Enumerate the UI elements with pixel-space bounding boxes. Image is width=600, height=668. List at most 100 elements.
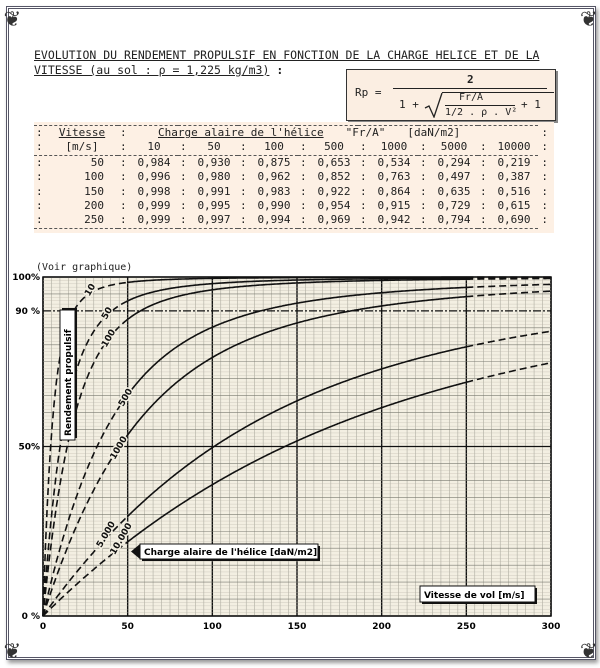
formula-inner-num: Fr/A	[459, 92, 484, 103]
header-charge: 10000	[478, 140, 548, 156]
row-velocity: 100	[34, 170, 118, 185]
efficiency-table-grid: Vitesse Charge alaire de l'hélice "Fr/A" [d…	[34, 125, 548, 229]
table-cell: 0,930	[178, 155, 238, 170]
pointer-arrow-icon	[131, 544, 140, 559]
series-line	[127, 276, 467, 284]
series-line-dashed	[466, 283, 551, 289]
table-cell: 0,998	[118, 185, 178, 200]
ornament-icon: ❦	[4, 3, 20, 33]
series-line	[127, 381, 467, 543]
x-tick-label: 250	[457, 622, 476, 632]
header-group-cell: Charge alaire de l'hélice "Fr/A" [daN/m2]	[118, 126, 548, 141]
y-axis-label-text: Rendement propulsif	[64, 329, 74, 436]
title-line-2: VITESSE (au sol : ρ = 1,225 kg/m3)	[34, 63, 270, 77]
table-cell: 0,999	[118, 199, 178, 214]
document-title: EVOLUTION DU RENDEMENT PROPULSIF EN FONC…	[34, 48, 539, 78]
table-cell: 0,615	[478, 199, 548, 214]
x-tick-label: 150	[288, 622, 307, 632]
table-row: 2500,9990,9970,9940,9690,9420,7940,690	[34, 213, 548, 228]
legend-label: Charge alaire de l'hélice [daN/m2]	[139, 543, 320, 561]
header-symbol: "Fr/A"	[345, 126, 386, 139]
y-axis-label-box	[59, 309, 76, 441]
table-cell: 0,516	[478, 185, 548, 200]
table-cell: 0,294	[418, 155, 478, 170]
series-line	[127, 295, 467, 436]
table-cell: 0,387	[478, 170, 548, 185]
series-line	[127, 286, 467, 396]
header-group-wrap: Charge alaire de l'hélice "Fr/A" [daN/m2]	[158, 126, 538, 140]
title-colon: :	[269, 63, 284, 77]
ornament-icon: ❦	[580, 635, 596, 665]
x-axis-label-text: Vitesse de vol [m/s]	[424, 591, 524, 601]
see-chart-note: (Voir graphique)	[36, 262, 133, 273]
header-vitesse: Vitesse	[34, 126, 118, 141]
formula-lhs: Rp =	[355, 86, 382, 99]
fraction-bar	[393, 88, 547, 89]
table-cell: 0,991	[178, 185, 238, 200]
table-cell: 0,954	[298, 199, 358, 214]
series-line-dashed	[42, 300, 129, 617]
table-row: 1000,9960,9800,9620,8520,7630,4970,387	[34, 170, 548, 185]
table-cell: 0,983	[238, 185, 298, 200]
series-line-dashed	[466, 277, 551, 280]
formula-den-left: 1 +	[399, 98, 419, 111]
sqrt-icon	[423, 92, 443, 118]
y-tick-label: 100%	[12, 273, 40, 283]
table-cell: 0,984	[118, 155, 178, 170]
formula-inner-den: 1/2 . ρ . V²	[445, 107, 518, 118]
row-velocity: 150	[34, 185, 118, 200]
table-row: 1500,9980,9910,9830,9220,8640,6350,516	[34, 185, 548, 200]
ornament-icon: ❦	[4, 635, 20, 665]
x-tick-label: 300	[542, 622, 561, 632]
formula-numerator: 2	[467, 73, 474, 86]
table-cell: 0,999	[118, 213, 178, 228]
series-line-dashed	[42, 281, 128, 617]
table-cell: 0,997	[178, 213, 238, 228]
header-group-unit: [daN/m2]	[407, 126, 461, 139]
table-cell: 0,729	[418, 199, 478, 214]
table-cell: 0,994	[238, 213, 298, 228]
series-line-dashed	[466, 290, 552, 298]
x-tick-label: 100	[203, 622, 222, 632]
table-row: 2000,9990,9950,9900,9540,9150,7290,615	[34, 199, 548, 214]
series-line	[127, 277, 467, 302]
x-tick-label: 0	[40, 622, 46, 632]
table-cell: 0,852	[298, 170, 358, 185]
table-cell: 0,653	[298, 155, 358, 170]
y-tick-label: 0 %	[22, 612, 40, 622]
row-velocity: 200	[34, 199, 118, 214]
table-cell: 0,922	[298, 185, 358, 200]
series-line-dashed	[466, 362, 552, 384]
series-line-dashed	[42, 318, 129, 617]
table-row: 500,9840,9300,8750,6530,5340,2940,219	[34, 155, 548, 170]
x-axis-label-box	[419, 585, 536, 603]
table-cell: 0,990	[238, 199, 298, 214]
table-cell: 0,969	[298, 213, 358, 228]
formula-den-right: + 1	[521, 98, 541, 111]
series-line-dashed	[466, 330, 552, 348]
header-charge: 1000	[358, 140, 418, 156]
table-cell: 0,635	[418, 185, 478, 200]
sqrt-bar	[442, 92, 554, 93]
series-line	[127, 278, 467, 321]
row-velocity: 50	[34, 155, 118, 170]
series-line	[127, 346, 467, 517]
table-cell: 0,980	[178, 170, 238, 185]
efficiency-table: Vitesse Charge alaire de l'hélice "Fr/A" [d…	[34, 122, 554, 233]
series-line-dashed	[42, 541, 129, 617]
table-cell: 0,995	[178, 199, 238, 214]
table-cell: 0,864	[358, 185, 418, 200]
inner-fraction-bar	[445, 105, 515, 106]
series-line-dashed	[42, 394, 129, 617]
x-tick-label: 200	[372, 622, 391, 632]
row-velocity: 250	[34, 213, 118, 228]
series-line-dashed	[42, 515, 129, 617]
y-axis-label: Rendement propulsif	[59, 308, 77, 441]
title-line-1: EVOLUTION DU RENDEMENT PROPULSIF EN FONC…	[34, 48, 540, 62]
table-cell: 0,875	[238, 155, 298, 170]
table-cell: 0,794	[418, 213, 478, 228]
legend-label-text: Charge alaire de l'hélice [daN/m2]	[144, 547, 317, 558]
formula-box: Rp = 2 1 + Fr/A 1/2 . ρ . V² + 1	[346, 69, 556, 121]
header-group: Charge alaire de l'hélice	[158, 126, 324, 139]
